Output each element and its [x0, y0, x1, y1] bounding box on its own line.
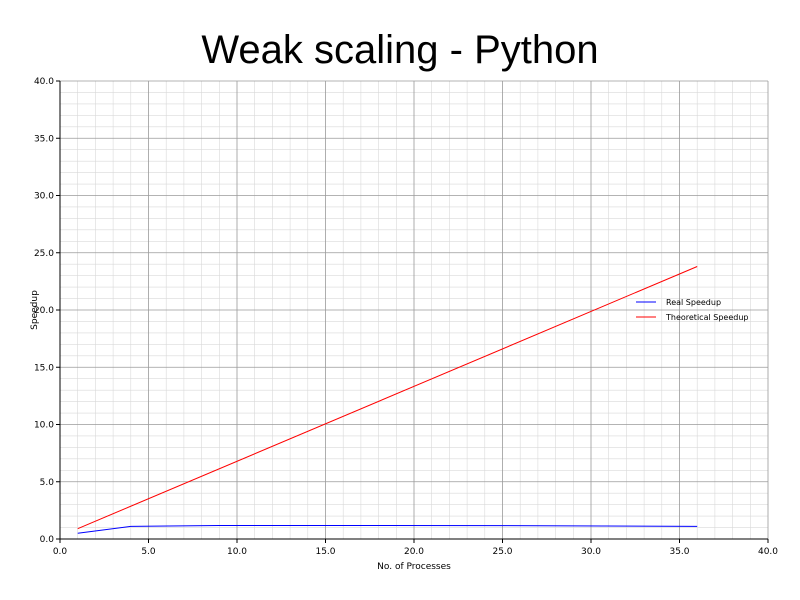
y-tick-label: 15.0	[34, 363, 54, 373]
x-tick-label: 5.0	[141, 547, 156, 557]
x-tick-label: 40.0	[758, 547, 778, 557]
tick-labels: 0.0 5.0 10.0 15.0 20.0 25.0 30.0 35.0 40.0 0.0 5.0…	[34, 77, 778, 557]
y-tick-label: 25.0	[34, 249, 54, 259]
y-tick-label: 40.0	[34, 77, 54, 87]
y-tick-label: 5.0	[40, 478, 55, 488]
x-tick-label: 15.0	[315, 547, 335, 557]
legend: Real Speedup Theoretical Speedup	[636, 298, 748, 322]
y-tick-label: 10.0	[34, 421, 54, 431]
x-tick-label: 0.0	[53, 547, 68, 557]
y-tick-label: 35.0	[34, 134, 54, 144]
x-tick-label: 25.0	[492, 547, 512, 557]
x-tick-label: 10.0	[227, 547, 247, 557]
series-line-1	[77, 266, 698, 530]
x-tick-label: 20.0	[404, 547, 424, 557]
legend-label: Theoretical Speedup	[665, 313, 748, 322]
y-tick-label: 0.0	[40, 535, 55, 545]
series-line-0	[77, 524, 698, 534]
x-tick-label: 30.0	[581, 547, 601, 557]
legend-label: Real Speedup	[666, 298, 721, 307]
data-series	[77, 266, 698, 534]
y-tick-label: 30.0	[34, 192, 54, 202]
y-axis-label: Speedup	[30, 290, 40, 330]
x-axis-label: No. of Processes	[377, 562, 451, 572]
chart-title: Weak scaling - Python	[201, 28, 599, 72]
y-tick-label: 20.0	[34, 306, 54, 316]
x-tick-label: 35.0	[669, 547, 689, 557]
